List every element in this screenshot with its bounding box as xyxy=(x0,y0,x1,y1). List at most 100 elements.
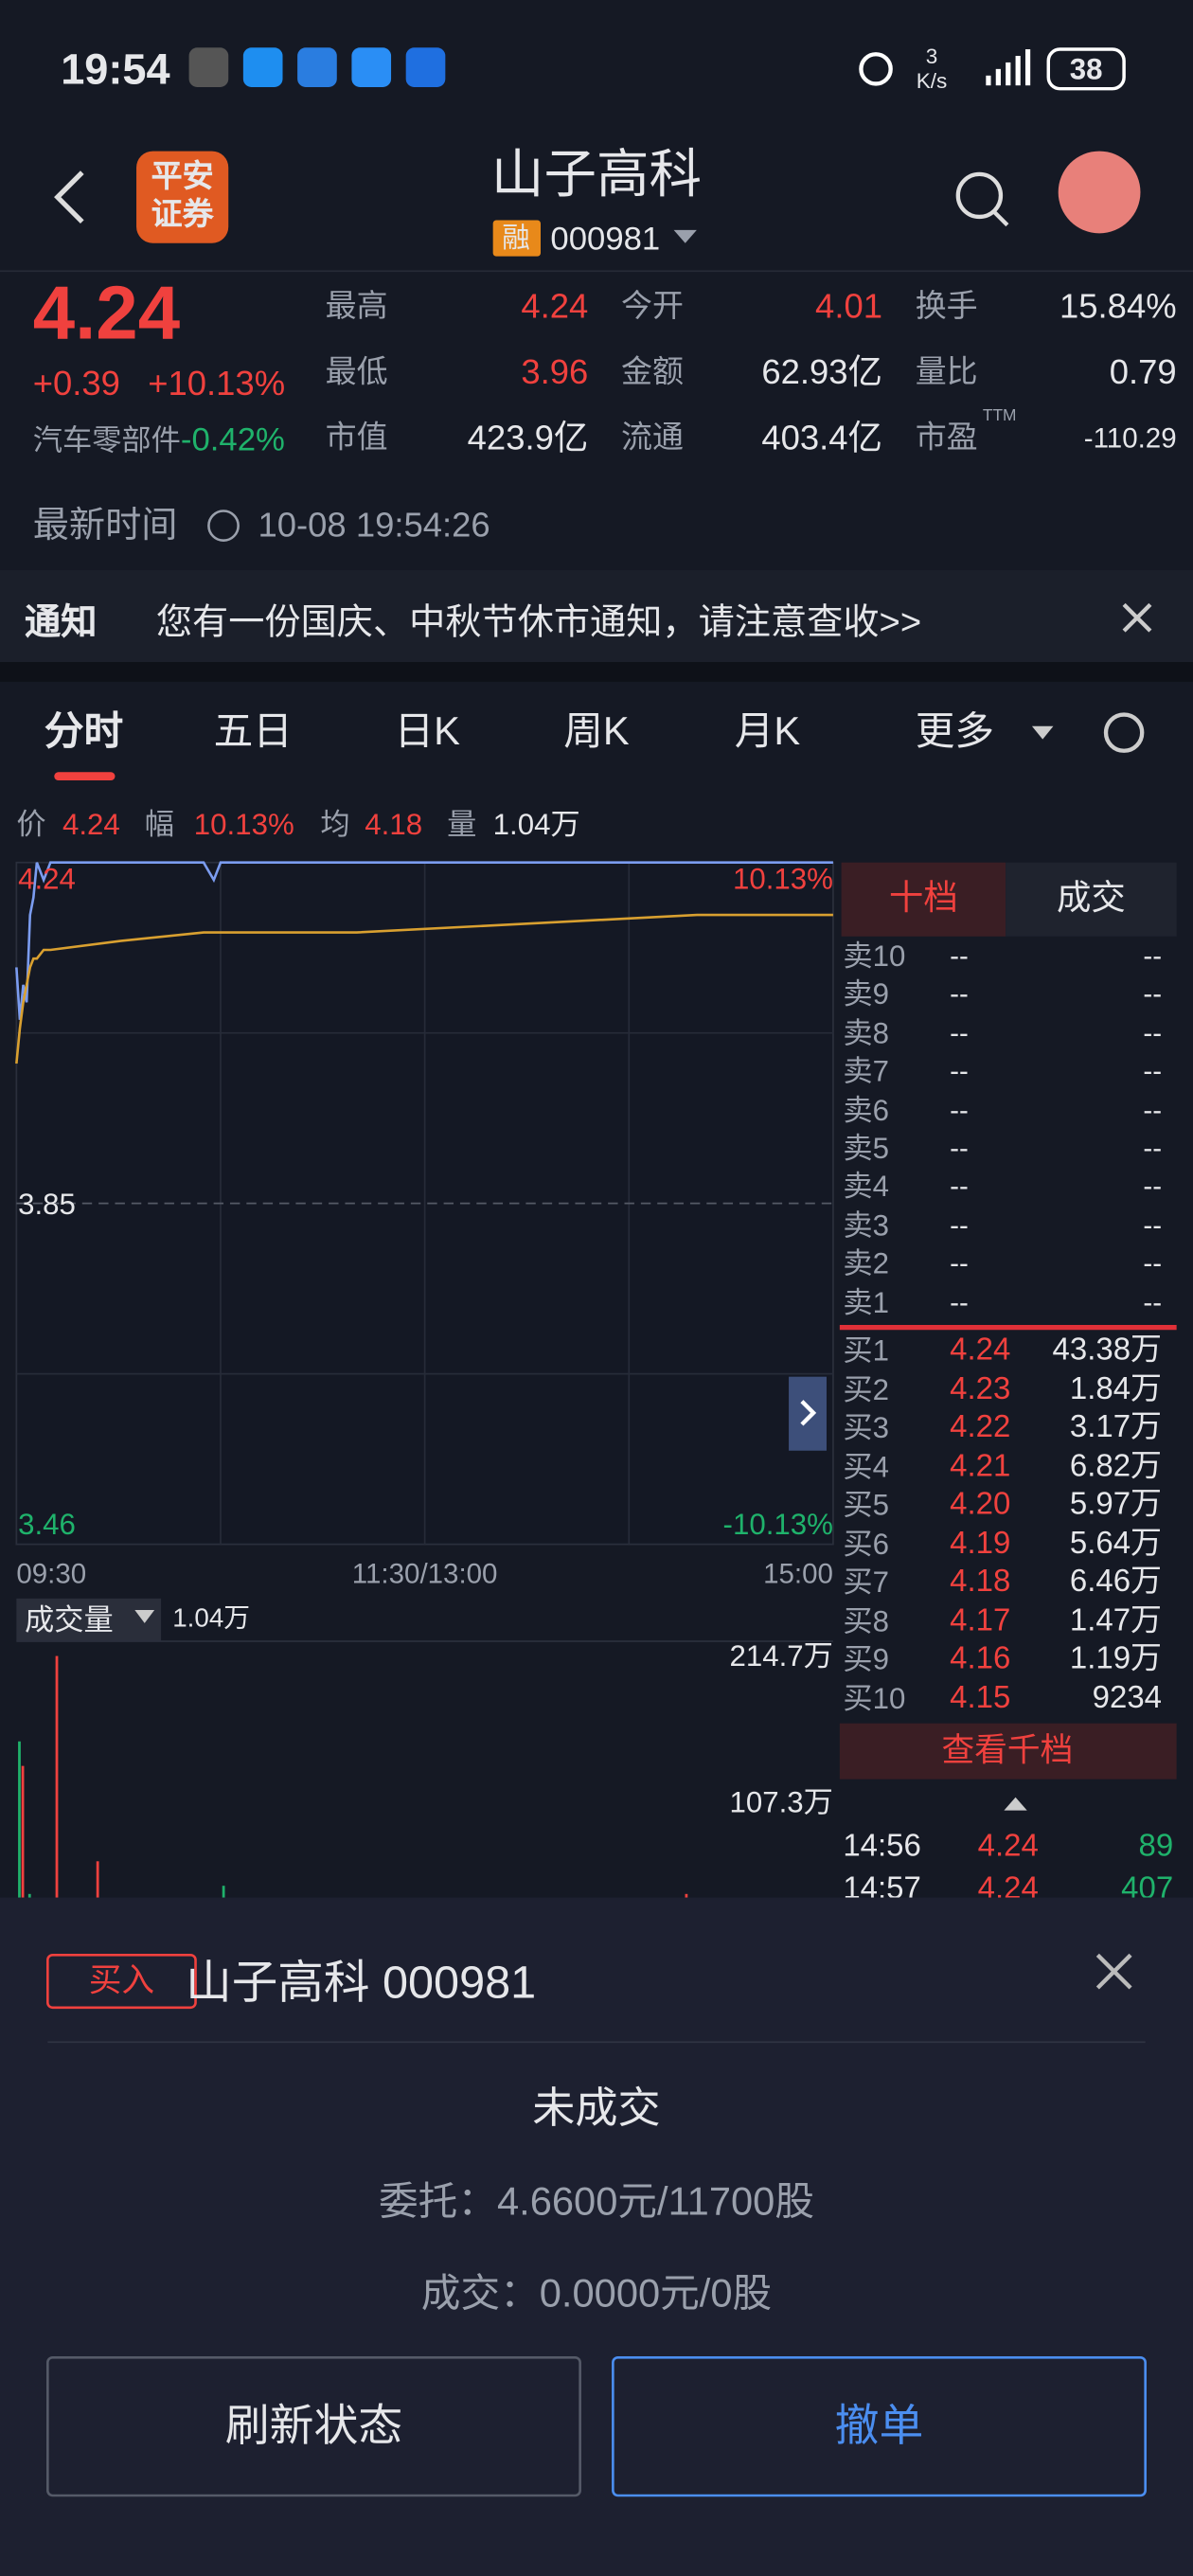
bid-volume: 6.82万 xyxy=(1069,1448,1163,1484)
cancel-label: 撤单 xyxy=(834,2401,924,2451)
refresh-button[interactable] xyxy=(46,2355,581,2497)
bid-volume: 43.38万 xyxy=(1052,1333,1163,1368)
ask-label: 卖8 xyxy=(843,1016,889,1050)
close-button[interactable] xyxy=(1095,1953,1132,1990)
gap xyxy=(0,662,1193,682)
bid-label: 买5 xyxy=(843,1488,889,1522)
stat-label: 换手 xyxy=(915,290,978,325)
summary-label: 幅 xyxy=(144,808,174,842)
summary-label: 均 xyxy=(320,808,350,842)
ask-label: 卖6 xyxy=(843,1093,889,1127)
x-tick-label: 11:30/13:00 xyxy=(351,1558,498,1590)
volume-bar xyxy=(21,1765,25,1949)
ask-label: 卖7 xyxy=(843,1054,889,1088)
bid-price: 4.17 xyxy=(950,1603,1011,1638)
bid-price: 4.22 xyxy=(950,1410,1011,1445)
trade-volume: 89 xyxy=(1138,1829,1174,1865)
margin-tag: 融 xyxy=(502,223,530,255)
stat-label: 今开 xyxy=(621,290,685,325)
expand-button[interactable] xyxy=(789,1376,827,1451)
order-entrust: 委托：4.6600元/11700股 xyxy=(379,2179,814,2225)
tab[interactable]: 周K xyxy=(563,709,630,755)
book-tab: 成交 xyxy=(1056,879,1126,918)
ask-price: -- xyxy=(950,1094,969,1126)
summary-label: 价 xyxy=(16,808,46,842)
sector-change: -0.42% xyxy=(180,421,285,458)
ask-volume: -- xyxy=(1143,1055,1163,1087)
last-price: 4.24 xyxy=(32,269,181,355)
info-icon[interactable] xyxy=(207,510,240,543)
notice-label: 通知 xyxy=(25,600,98,643)
settings-button[interactable] xyxy=(1103,712,1145,753)
stat-label: 量比 xyxy=(915,355,978,390)
net-speed: 3 xyxy=(925,43,938,68)
stat-value: 4.01 xyxy=(815,288,882,327)
side-box xyxy=(46,1953,197,2010)
stat-label: 金额 xyxy=(621,355,685,390)
summary-value: 10.13% xyxy=(193,808,294,842)
app-icon xyxy=(242,47,283,87)
stat-value: 4.24 xyxy=(521,288,589,327)
app-icon xyxy=(351,47,392,87)
summary-value: 1.04万 xyxy=(492,808,580,842)
dropdown[interactable] xyxy=(673,229,697,243)
ask-price: -- xyxy=(950,1017,969,1049)
stat-label: 市值 xyxy=(325,420,388,456)
ask-label: 卖5 xyxy=(843,1132,889,1165)
stat-label: 市盈 xyxy=(915,420,978,456)
refresh-label: 刷新状态 xyxy=(224,2401,403,2451)
ask-volume: -- xyxy=(1143,940,1163,973)
panel-decor xyxy=(46,1953,1147,2497)
broker-logo xyxy=(136,151,229,243)
tab[interactable]: 五日 xyxy=(213,709,293,755)
tab[interactable]: 分时 xyxy=(44,709,124,755)
volume-dropdown xyxy=(134,1609,155,1623)
stat-value: 62.93亿 xyxy=(761,353,882,392)
book-tab-active[interactable] xyxy=(841,862,1006,937)
ask-price: -- xyxy=(950,1171,969,1203)
avatar[interactable] xyxy=(1058,151,1141,234)
update-time: 10-08 19:54:26 xyxy=(258,507,490,546)
bid-price: 4.16 xyxy=(950,1641,1011,1677)
bid-label: 买8 xyxy=(843,1603,889,1637)
bid-label: 买10 xyxy=(843,1681,906,1715)
ask-price: -- xyxy=(950,1055,969,1087)
cancel-button[interactable] xyxy=(612,2355,1147,2497)
more-levels-button[interactable] xyxy=(839,1723,1177,1780)
ask-price: -- xyxy=(950,1247,969,1279)
bid-price: 4.18 xyxy=(950,1565,1011,1600)
notice-close[interactable] xyxy=(1122,602,1152,633)
ask-price: -- xyxy=(950,1133,969,1165)
tab[interactable]: 更多 xyxy=(915,709,995,755)
logo-text: 证券 xyxy=(151,198,214,233)
price-change: +0.39 xyxy=(32,365,120,403)
collapse-arrow[interactable] xyxy=(1004,1797,1027,1811)
net-unit: K/s xyxy=(916,67,948,94)
ask-volume: -- xyxy=(1143,1133,1163,1165)
trade-time: 14:56 xyxy=(843,1829,921,1865)
trade-price: 4.24 xyxy=(977,1829,1039,1865)
change-percent: +10.13% xyxy=(148,365,286,403)
bid-volume: 5.64万 xyxy=(1069,1526,1163,1561)
update-label: 最新时间 xyxy=(32,504,178,546)
bid-label: 买4 xyxy=(843,1449,889,1483)
bid-label: 买1 xyxy=(843,1333,889,1368)
tab[interactable]: 日K xyxy=(394,709,460,755)
stat-value: 15.84% xyxy=(1059,288,1177,327)
back-button[interactable] xyxy=(54,170,84,224)
more-arrow[interactable] xyxy=(1031,725,1054,740)
tab-indicator xyxy=(54,772,116,780)
summary-label: 量 xyxy=(447,808,477,842)
y2-tick-label: 10.13% xyxy=(732,862,833,896)
stat-value: 0.79 xyxy=(1109,353,1177,392)
stock-title: 山子高科 xyxy=(490,144,703,205)
book-tab[interactable] xyxy=(1006,862,1177,937)
volume-selector[interactable] xyxy=(16,1598,162,1641)
ask-label: 卖3 xyxy=(843,1208,889,1243)
bid-label: 买2 xyxy=(843,1372,889,1406)
bid-volume: 1.84万 xyxy=(1069,1371,1163,1406)
tab[interactable]: 月K xyxy=(734,709,801,755)
stat-superscript: TTM xyxy=(982,407,1017,426)
search-button[interactable] xyxy=(955,171,1004,220)
bid-price: 4.23 xyxy=(950,1371,1011,1406)
